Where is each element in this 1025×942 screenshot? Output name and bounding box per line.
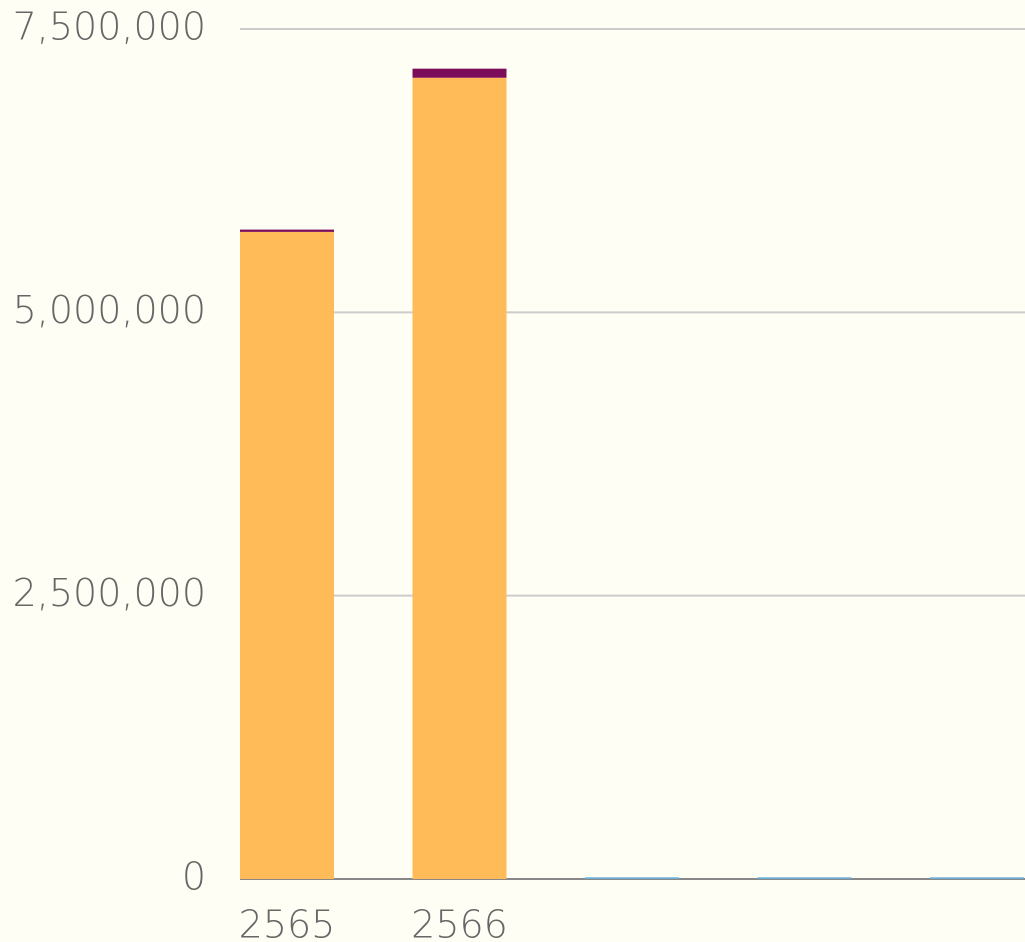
bar-segment xyxy=(412,77,507,879)
bar-segment xyxy=(412,68,507,78)
y-tick-label: 2,500,000 xyxy=(13,571,206,615)
bar-segment xyxy=(757,877,852,879)
y-tick-label: 5,000,000 xyxy=(13,288,206,332)
bar-segment xyxy=(930,877,1024,879)
bar-segment xyxy=(585,877,679,879)
y-tick-label: 0 xyxy=(182,855,206,899)
y-tick-label: 7,500,000 xyxy=(13,5,206,49)
bar-segment xyxy=(240,231,334,879)
x-tick-label: 2565 xyxy=(239,903,336,942)
x-tick-label: 2566 xyxy=(411,903,508,942)
bar-segment xyxy=(240,229,334,232)
